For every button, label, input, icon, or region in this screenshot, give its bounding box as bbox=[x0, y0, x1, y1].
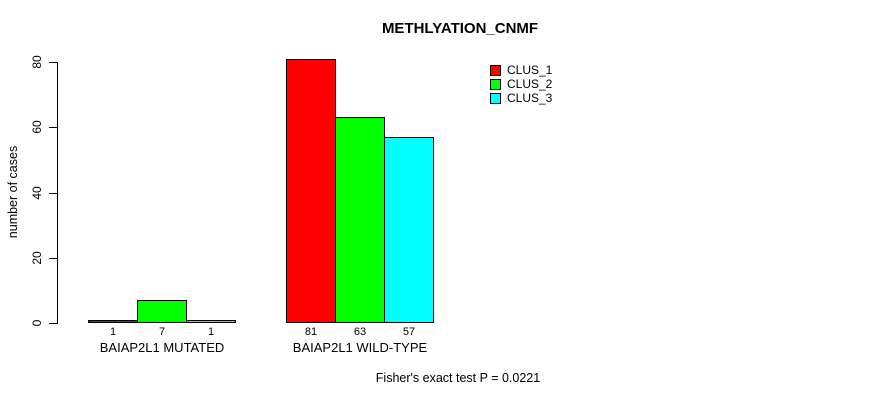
legend-swatch-clus-3 bbox=[490, 92, 501, 104]
legend-label-clus-1: CLUS_1 bbox=[507, 63, 553, 77]
group-label-baiap2l1-mutated: BAIAP2L1 MUTATED bbox=[99, 340, 225, 355]
bar-value-clus-2-baiap2l1-mutated: 7 bbox=[158, 326, 166, 338]
y-tick-mark-60 bbox=[49, 127, 57, 128]
chart-title: METHLYATION_CNMF bbox=[381, 20, 539, 37]
y-tick-label-40: 40 bbox=[30, 186, 44, 200]
bar-clus-3-baiap2l1-mutated bbox=[186, 320, 236, 323]
bar-clus-1-baiap2l1-wild-type bbox=[286, 59, 336, 323]
fisher-test-annotation: Fisher's exact test P = 0.0221 bbox=[375, 371, 541, 385]
bar-value-clus-3-baiap2l1-mutated: 1 bbox=[207, 326, 215, 338]
legend-label-clus-2: CLUS_2 bbox=[507, 77, 553, 91]
legend-row-clus-3: CLUS_3 bbox=[490, 91, 552, 105]
y-tick-label-20: 20 bbox=[30, 251, 44, 265]
legend-row-clus-1: CLUS_1 bbox=[490, 63, 552, 77]
y-tick-mark-0 bbox=[49, 323, 57, 324]
y-tick-label-80: 80 bbox=[30, 55, 44, 69]
bar-value-clus-1-baiap2l1-mutated: 1 bbox=[109, 326, 117, 338]
legend: CLUS_1 CLUS_2 CLUS_3 bbox=[490, 63, 552, 105]
y-tick-mark-80 bbox=[49, 62, 57, 63]
bar-clus-2-baiap2l1-mutated bbox=[137, 300, 187, 323]
bar-clus-2-baiap2l1-wild-type bbox=[335, 117, 385, 323]
bar-clus-3-baiap2l1-wild-type bbox=[384, 137, 434, 323]
y-tick-mark-20 bbox=[49, 258, 57, 259]
y-axis-line bbox=[57, 62, 58, 324]
bar-clus-1-baiap2l1-mutated bbox=[88, 320, 138, 323]
y-tick-label-0: 0 bbox=[30, 319, 44, 327]
legend-row-clus-2: CLUS_2 bbox=[490, 77, 552, 91]
legend-swatch-clus-2 bbox=[490, 78, 501, 90]
legend-swatch-clus-1 bbox=[490, 64, 501, 76]
bar-value-clus-1-baiap2l1-wild-type: 81 bbox=[304, 326, 318, 338]
y-tick-mark-40 bbox=[49, 193, 57, 194]
bar-value-clus-2-baiap2l1-wild-type: 63 bbox=[353, 326, 367, 338]
legend-label-clus-3: CLUS_3 bbox=[507, 91, 553, 105]
y-axis-label: number of cases bbox=[6, 145, 20, 239]
group-label-baiap2l1-wild-type: BAIAP2L1 WILD-TYPE bbox=[292, 340, 428, 355]
bar-value-clus-3-baiap2l1-wild-type: 57 bbox=[402, 326, 416, 338]
y-tick-label-60: 60 bbox=[30, 120, 44, 134]
